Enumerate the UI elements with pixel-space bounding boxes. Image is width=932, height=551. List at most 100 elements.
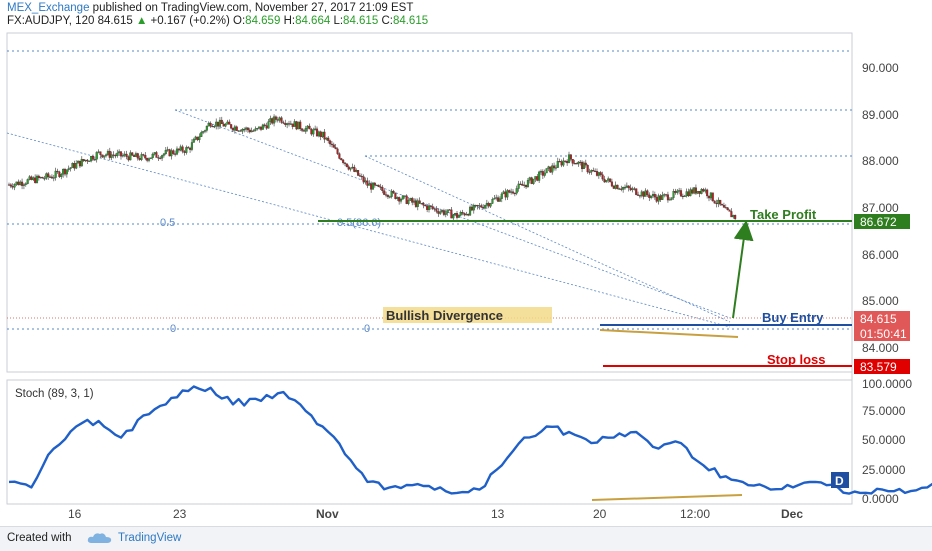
candle-body bbox=[172, 150, 175, 154]
candle-body bbox=[420, 203, 423, 205]
stop-loss-price: 83.579 bbox=[860, 360, 897, 374]
stoch-series-line bbox=[8, 385, 932, 495]
candle-body bbox=[256, 128, 259, 130]
candle-body bbox=[385, 194, 388, 196]
candle-body bbox=[411, 198, 414, 203]
candle-body bbox=[441, 210, 444, 212]
candle-body bbox=[566, 161, 569, 164]
candle-body bbox=[28, 176, 31, 180]
candle-body bbox=[485, 202, 488, 206]
candle-body bbox=[123, 153, 126, 156]
candle-body bbox=[228, 121, 231, 125]
candle-body bbox=[511, 191, 515, 194]
publisher-line: MEX_Exchange published on TradingView.co… bbox=[7, 2, 413, 14]
candle-body bbox=[661, 194, 664, 200]
candle-body bbox=[442, 210, 445, 215]
open-label: O: bbox=[233, 15, 246, 27]
candle-body bbox=[357, 170, 360, 176]
candle-body bbox=[640, 191, 643, 196]
candle-body bbox=[34, 177, 37, 183]
candle-body bbox=[398, 197, 401, 202]
candle-body bbox=[259, 126, 263, 130]
time-tick-label: 12:00 bbox=[680, 507, 710, 521]
candle-body bbox=[517, 183, 520, 189]
divergence-price-line bbox=[599, 329, 739, 338]
candle-body bbox=[299, 121, 302, 130]
candle-body bbox=[599, 172, 602, 175]
candle-body bbox=[308, 125, 311, 130]
candle-body bbox=[342, 159, 345, 163]
candle-body bbox=[407, 200, 410, 204]
candle-body bbox=[97, 151, 100, 153]
divergence-stoch-line bbox=[591, 494, 743, 501]
candle-body bbox=[185, 147, 188, 153]
candle-body bbox=[37, 175, 40, 179]
candle-body bbox=[696, 190, 699, 194]
candle-body bbox=[435, 208, 438, 212]
candle-body bbox=[58, 171, 61, 177]
candle-body bbox=[405, 195, 408, 204]
price-tick-label: 87.000 bbox=[862, 201, 899, 215]
candle-body bbox=[375, 184, 378, 186]
candle-body bbox=[13, 184, 16, 188]
candle-body bbox=[321, 131, 324, 138]
candle-body bbox=[190, 142, 193, 150]
candle-body bbox=[323, 131, 326, 140]
profit-arrow bbox=[732, 220, 754, 319]
candle-body bbox=[274, 116, 277, 120]
candle-body bbox=[133, 155, 136, 157]
candle-body bbox=[207, 122, 210, 127]
d-badge[interactable] bbox=[831, 472, 849, 488]
candle-body bbox=[577, 161, 580, 165]
candle-body bbox=[287, 123, 291, 125]
candle-body bbox=[719, 199, 722, 205]
created-with-text: Created with bbox=[7, 532, 72, 544]
candle-body bbox=[338, 153, 341, 159]
candle-body bbox=[336, 148, 339, 154]
candle-body bbox=[672, 191, 675, 198]
fib-label: 0 bbox=[364, 323, 370, 335]
candle-body bbox=[551, 165, 554, 173]
candle-body bbox=[633, 188, 636, 190]
candle-body bbox=[373, 182, 376, 186]
candle-body bbox=[106, 150, 109, 155]
close-value: 84.615 bbox=[392, 15, 429, 27]
candle-body bbox=[638, 195, 641, 197]
candle-body bbox=[286, 123, 289, 125]
chart-canvas[interactable]: 90.000 89.000 88.000 87.000 86.000 85.00… bbox=[0, 0, 932, 526]
candle-body bbox=[569, 154, 572, 160]
candle-body bbox=[500, 193, 503, 199]
candle-body bbox=[491, 199, 494, 204]
candle-body bbox=[683, 195, 686, 197]
stoch-tick-label: 0.0000 bbox=[862, 492, 899, 506]
candle-body bbox=[78, 160, 81, 167]
publisher-link[interactable]: MEX_Exchange bbox=[7, 2, 90, 14]
candle-body bbox=[495, 197, 498, 199]
candle-body bbox=[510, 191, 513, 193]
candle-body bbox=[562, 160, 565, 166]
candle-body bbox=[90, 156, 93, 162]
candle-body bbox=[17, 181, 20, 186]
candle-body bbox=[474, 204, 477, 207]
candle-body bbox=[80, 158, 83, 167]
candle-body bbox=[302, 130, 305, 132]
candle-body bbox=[86, 159, 89, 162]
candle-body bbox=[650, 195, 653, 198]
candle-body bbox=[476, 204, 479, 207]
candle-body bbox=[77, 160, 80, 164]
candle-body bbox=[724, 207, 727, 209]
candle-body bbox=[666, 194, 669, 201]
candle-body bbox=[480, 205, 483, 208]
candle-body bbox=[116, 152, 119, 156]
candle-body bbox=[69, 167, 72, 169]
candle-body bbox=[198, 136, 201, 141]
candle-body bbox=[108, 150, 111, 158]
candle-body bbox=[157, 157, 160, 159]
stoch-tick-label: 100.0000 bbox=[862, 377, 912, 391]
candle-body bbox=[162, 153, 165, 156]
tradingview-link[interactable]: TradingView bbox=[118, 532, 182, 544]
candle-body bbox=[653, 194, 656, 198]
price-change: +0.167 (+0.2%) bbox=[150, 15, 230, 27]
take-profit-price-tag bbox=[854, 214, 910, 229]
candle-body bbox=[539, 171, 543, 173]
